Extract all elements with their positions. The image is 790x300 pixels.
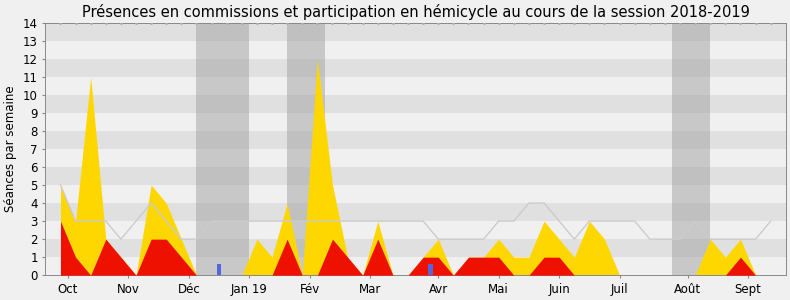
Title: Présences en commissions et participation en hémicycle au cours de la session 20: Présences en commissions et participatio… [81,4,750,20]
Bar [197,23,250,275]
Bar [287,23,325,275]
Bar [45,77,786,95]
Y-axis label: Séances par semaine: Séances par semaine [4,85,17,212]
Bar [672,23,710,275]
Bar [45,59,786,77]
Bar [45,167,786,185]
Bar [45,23,786,41]
Bar [45,95,786,113]
Bar [45,203,786,221]
Bar [45,131,786,149]
Bar [45,41,786,59]
Bar [428,264,433,275]
Bar [45,221,786,239]
Bar [217,264,221,275]
Bar [45,185,786,203]
Bar [45,149,786,167]
Bar [45,257,786,275]
Bar [45,239,786,257]
Bar [45,113,786,131]
